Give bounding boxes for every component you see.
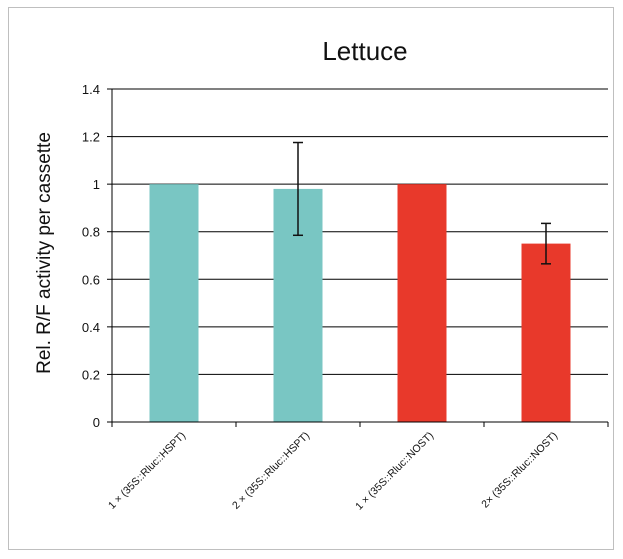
axes xyxy=(107,88,609,427)
y-tick-label: 1.2 xyxy=(82,130,100,145)
chart-title: Lettuce xyxy=(322,36,407,66)
y-tick-label: 0.2 xyxy=(82,367,100,382)
bar xyxy=(521,243,571,422)
bars xyxy=(149,184,571,422)
y-tick-label: 0.6 xyxy=(82,272,100,287)
y-tick-label: 0.4 xyxy=(82,320,100,335)
y-tick-label: 1 xyxy=(93,177,100,192)
bar xyxy=(149,184,199,422)
x-tick-label: 2× (35S::Rluc::NOST) xyxy=(479,430,560,511)
error-bars xyxy=(293,141,551,265)
y-tick-label: 0 xyxy=(93,415,100,430)
x-tick-labels: 1 × (35S::Rluc::HSPT) 2 × (35S::Rluc::HSP… xyxy=(106,430,560,513)
x-tick-label: 1 × (35S::Rluc::NOST) xyxy=(353,430,436,513)
y-axis-label: Rel. R/F activity per cassette xyxy=(34,132,55,374)
y-tick-labels: 0 0.2 0.4 0.6 0.8 1 1.2 1.4 xyxy=(82,82,100,430)
y-tick-label: 0.8 xyxy=(82,225,100,240)
x-tick-label: 2 × (35S::Rluc::HSPT) xyxy=(230,430,312,512)
y-tick-label: 1.4 xyxy=(82,82,100,97)
bar xyxy=(397,184,447,422)
x-tick-label: 1 × (35S::Rluc::HSPT) xyxy=(106,430,188,512)
